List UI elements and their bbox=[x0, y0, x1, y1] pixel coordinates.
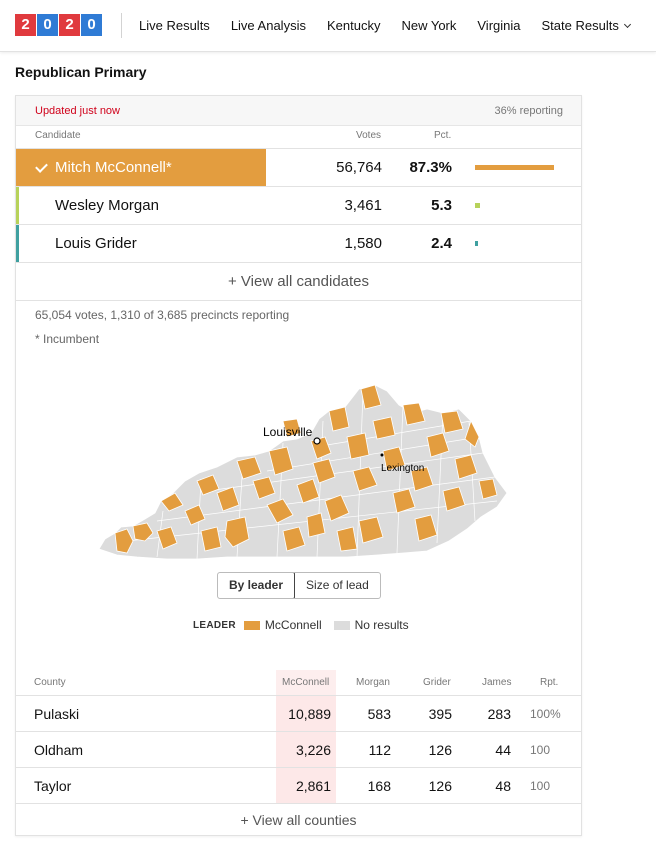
pct-bar bbox=[475, 241, 478, 246]
county-reporting: 100 bbox=[530, 779, 551, 793]
logo-2020[interactable]: 2 0 2 0 bbox=[15, 14, 102, 36]
candidate-pct: 87.3% bbox=[409, 159, 452, 176]
louisville-marker bbox=[313, 437, 321, 445]
county-header-county: County bbox=[34, 677, 66, 688]
county-james-votes: 44 bbox=[495, 742, 511, 758]
header-pct: Pct. bbox=[434, 130, 452, 141]
county-header-james: James bbox=[482, 677, 512, 688]
card-status-bar: Updated just now 36% reporting bbox=[16, 96, 581, 126]
county-morgan-votes: 583 bbox=[367, 706, 391, 722]
legend-item-mcconnell: McConnell bbox=[243, 618, 322, 632]
votes-summary: 65,054 votes, 1,310 of 3,685 precincts r… bbox=[35, 308, 290, 322]
candidate-votes: 1,580 bbox=[344, 235, 382, 252]
candidate-name: Mitch McConnell* bbox=[55, 159, 172, 176]
top-nav: 2 0 2 0 Live Results Live Analysis Kentu… bbox=[0, 0, 656, 52]
mcconnell-column-highlight bbox=[276, 670, 336, 695]
race-title: Republican Primary bbox=[15, 64, 147, 80]
legend-item-no-results: No results bbox=[333, 618, 409, 632]
candidate-color-bar bbox=[16, 187, 19, 224]
view-all-candidates-button[interactable]: + View all candidates bbox=[16, 262, 581, 300]
candidate-votes: 56,764 bbox=[336, 159, 382, 176]
city-label-lexington: Lexington bbox=[381, 463, 424, 474]
candidate-row-mcconnell: Mitch McConnell* 56,764 87.3% bbox=[16, 148, 581, 186]
legend-title: LEADER bbox=[193, 619, 236, 631]
county-header-grider: Grider bbox=[423, 677, 451, 688]
candidate-pct: 5.3 bbox=[431, 197, 452, 214]
header-votes: Votes bbox=[356, 130, 382, 141]
legend-swatch bbox=[243, 620, 260, 630]
toggle-size-of-lead[interactable]: Size of lead bbox=[306, 578, 369, 592]
legend-swatch bbox=[333, 620, 350, 630]
county-morgan-votes: 168 bbox=[367, 778, 391, 794]
candidate-row-morgan: Wesley Morgan 3,461 5.3 bbox=[16, 186, 581, 224]
county-header-rpt: Rpt. bbox=[540, 677, 559, 688]
city-label-louisville: Louisville bbox=[263, 425, 313, 439]
incumbent-note: * Incumbent bbox=[35, 332, 100, 346]
nav-link-live-analysis[interactable]: Live Analysis bbox=[230, 18, 306, 33]
view-all-counties-button[interactable]: + View all counties bbox=[16, 803, 581, 836]
county-james-votes: 283 bbox=[487, 706, 511, 722]
header-candidate: Candidate bbox=[35, 130, 81, 141]
candidate-row-grider: Louis Grider 1,580 2.4 bbox=[16, 224, 581, 262]
county-morgan-votes: 112 bbox=[368, 742, 391, 758]
county-name: Pulaski bbox=[34, 706, 80, 722]
map-view-toggle: By leader Size of lead bbox=[217, 572, 381, 599]
candidate-name: Louis Grider bbox=[55, 235, 137, 252]
county-header-morgan: Morgan bbox=[356, 677, 390, 688]
county-name: Oldham bbox=[34, 742, 84, 758]
legend-label: McConnell bbox=[264, 618, 322, 632]
updated-status: Updated just now bbox=[35, 105, 120, 117]
county-reporting: 100 bbox=[530, 743, 551, 757]
mcconnell-cell-highlight bbox=[276, 768, 336, 803]
county-mcconnell-votes: 3,226 bbox=[295, 742, 331, 758]
reporting-status: 36% reporting bbox=[494, 105, 564, 117]
logo-digit: 2 bbox=[59, 14, 80, 36]
chevron-down-icon bbox=[623, 20, 631, 29]
mcconnell-counties bbox=[114, 384, 498, 554]
winner-highlight bbox=[16, 149, 266, 186]
county-grider-votes: 126 bbox=[428, 742, 452, 758]
divider bbox=[16, 300, 581, 301]
nav-dropdown-label: State Results bbox=[541, 18, 619, 33]
candidate-votes: 3,461 bbox=[344, 197, 382, 214]
lexington-marker bbox=[380, 453, 384, 457]
county-header-mcconnell: McConnell bbox=[282, 677, 330, 688]
candidate-pct: 2.4 bbox=[431, 235, 452, 252]
mcconnell-cell-highlight bbox=[276, 732, 336, 767]
toggle-by-leader[interactable]: By leader bbox=[217, 573, 296, 598]
county-row: Pulaski 10,889 583 395 283 100% bbox=[16, 695, 581, 731]
county-row: Taylor 2,861 168 126 48 100 bbox=[16, 767, 581, 803]
county-grider-votes: 126 bbox=[428, 778, 452, 794]
candidate-color-bar bbox=[16, 225, 19, 262]
county-grider-votes: 395 bbox=[428, 706, 452, 722]
results-card: Updated just now 36% reporting Candidate… bbox=[15, 95, 582, 836]
county-mcconnell-votes: 2,861 bbox=[295, 778, 331, 794]
logo-digit: 0 bbox=[81, 14, 102, 36]
logo-digit: 0 bbox=[37, 14, 58, 36]
logo-digit: 2 bbox=[15, 14, 36, 36]
kentucky-county-map[interactable]: Louisville Lexington bbox=[97, 381, 507, 561]
nav-link-kentucky[interactable]: Kentucky bbox=[326, 18, 381, 33]
nav-links: Live Results Live Analysis Kentucky New … bbox=[139, 18, 651, 33]
county-james-votes: 48 bbox=[495, 778, 511, 794]
pct-bar bbox=[475, 203, 480, 208]
county-name: Taylor bbox=[34, 778, 72, 794]
legend-label: No results bbox=[354, 618, 409, 632]
nav-link-virginia[interactable]: Virginia bbox=[477, 18, 521, 33]
mcconnell-cell-highlight bbox=[276, 696, 336, 731]
nav-divider bbox=[121, 13, 122, 38]
nav-link-new-york[interactable]: New York bbox=[401, 18, 457, 33]
county-row: Oldham 3,226 112 126 44 100 bbox=[16, 731, 581, 767]
nav-link-live-results[interactable]: Live Results bbox=[139, 18, 210, 33]
county-mcconnell-votes: 10,889 bbox=[288, 706, 331, 722]
nav-dropdown-state-results[interactable]: State Results bbox=[541, 18, 631, 33]
pct-bar bbox=[475, 165, 554, 170]
county-reporting: 100% bbox=[530, 707, 561, 721]
candidate-name: Wesley Morgan bbox=[55, 197, 159, 214]
map-legend: LEADER McConnell No results bbox=[193, 618, 421, 632]
